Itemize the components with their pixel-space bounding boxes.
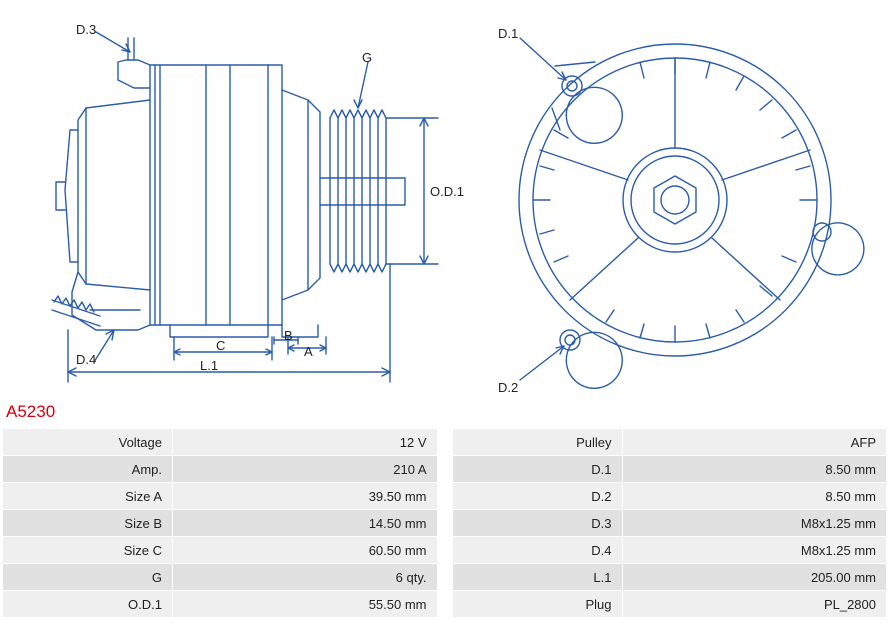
table-row: D.28.50 mm [452, 483, 887, 510]
table-row: Size B14.50 mm [3, 510, 438, 537]
spec-value: PL_2800 [622, 591, 887, 618]
spec-value: 60.50 mm [173, 537, 438, 564]
table-row: Size A39.50 mm [3, 483, 438, 510]
label-a: A [304, 344, 313, 359]
spec-label: Size C [3, 537, 173, 564]
label-l1: L.1 [200, 358, 218, 373]
spec-label: Plug [452, 591, 622, 618]
part-number: A5230 [6, 402, 55, 422]
spec-tables: Voltage12 VAmp.210 ASize A39.50 mmSize B… [2, 428, 887, 618]
label-b: B [284, 328, 293, 343]
table-row: PlugPL_2800 [452, 591, 887, 618]
label-c: C [216, 338, 225, 353]
spec-label: D.4 [452, 537, 622, 564]
spec-label: L.1 [452, 564, 622, 591]
spec-table-right: PulleyAFPD.18.50 mmD.28.50 mmD.3M8x1.25 … [452, 428, 888, 618]
spec-value: 6 qty. [173, 564, 438, 591]
label-d1: D.1 [498, 26, 518, 41]
table-row: Voltage12 V [3, 429, 438, 456]
drawing-svg: D.3 D.4 G O.D.1 C B A L.1 D.1 D.2 [0, 0, 889, 400]
label-g: G [362, 50, 372, 65]
table-row: D.3M8x1.25 mm [452, 510, 887, 537]
spec-value: 8.50 mm [622, 483, 887, 510]
spec-label: Pulley [452, 429, 622, 456]
table-row: Size C60.50 mm [3, 537, 438, 564]
table-row: O.D.155.50 mm [3, 591, 438, 618]
spec-value: 12 V [173, 429, 438, 456]
spec-label: D.2 [452, 483, 622, 510]
label-od1: O.D.1 [430, 184, 464, 199]
spec-value: M8x1.25 mm [622, 537, 887, 564]
table-row: PulleyAFP [452, 429, 887, 456]
spec-table-left: Voltage12 VAmp.210 ASize A39.50 mmSize B… [2, 428, 438, 618]
spec-value: 8.50 mm [622, 456, 887, 483]
table-row: L.1205.00 mm [452, 564, 887, 591]
table-row: D.18.50 mm [452, 456, 887, 483]
spec-label: G [3, 564, 173, 591]
spec-label: Amp. [3, 456, 173, 483]
spec-label: Size A [3, 483, 173, 510]
table-row: G6 qty. [3, 564, 438, 591]
spec-label: O.D.1 [3, 591, 173, 618]
label-d2: D.2 [498, 380, 518, 395]
spec-value: 14.50 mm [173, 510, 438, 537]
spec-label: D.1 [452, 456, 622, 483]
table-row: Amp.210 A [3, 456, 438, 483]
spec-value: AFP [622, 429, 887, 456]
label-d3: D.3 [76, 22, 96, 37]
spec-value: M8x1.25 mm [622, 510, 887, 537]
spec-label: Voltage [3, 429, 173, 456]
spec-label: Size B [3, 510, 173, 537]
spec-label: D.3 [452, 510, 622, 537]
spec-value: 39.50 mm [173, 483, 438, 510]
spec-value: 55.50 mm [173, 591, 438, 618]
spec-value: 205.00 mm [622, 564, 887, 591]
label-d4: D.4 [76, 352, 96, 367]
spec-value: 210 A [173, 456, 438, 483]
table-row: D.4M8x1.25 mm [452, 537, 887, 564]
technical-drawing: D.3 D.4 G O.D.1 C B A L.1 D.1 D.2 [0, 0, 889, 400]
